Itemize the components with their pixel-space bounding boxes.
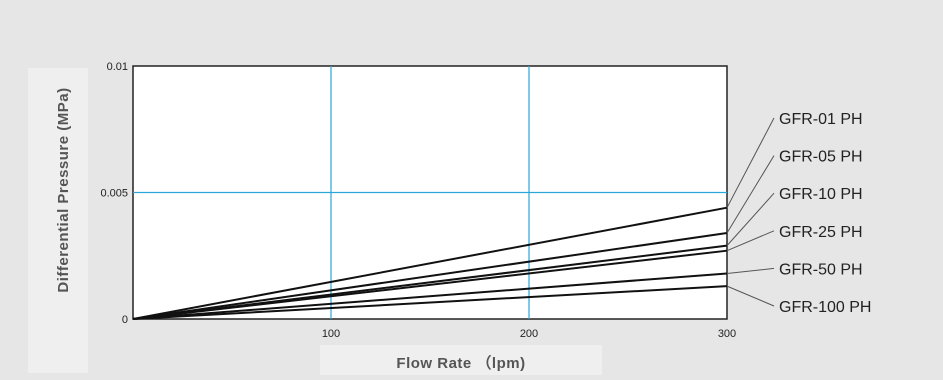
y-tick-labels: 0 0.005 0.01 <box>100 61 128 326</box>
x-tick-labels: 100 200 300 <box>322 328 736 340</box>
legend-leader-0 <box>726 117 775 208</box>
legend-label-2: GFR-10 PH <box>779 186 863 203</box>
legend-label-3: GFR-25 PH <box>779 224 863 241</box>
xlabel-panel <box>320 345 602 375</box>
legend-label-1: GFR-05 PH <box>779 149 863 166</box>
legend-label-4: GFR-50 PH <box>779 261 863 278</box>
y-tick-label-2: 0.01 <box>107 61 128 73</box>
x-tick-label-1: 200 <box>520 328 538 340</box>
series-line-0 <box>132 206 728 320</box>
y-tick-label-0: 0 <box>122 314 128 326</box>
series-line-4 <box>132 272 728 320</box>
grid-lines <box>133 66 727 319</box>
legend-leader-5 <box>726 285 775 307</box>
y-tick-label-1: 0.005 <box>100 188 128 200</box>
series-line-5 <box>132 285 728 320</box>
x-tick-label-0: 100 <box>322 328 340 340</box>
ylabel-panel <box>28 68 88 373</box>
legend-leader-2 <box>726 192 775 246</box>
x-tick-label-2: 300 <box>718 328 736 340</box>
legend-leader-3 <box>726 230 775 252</box>
legend: GFR-01 PH GFR-05 PH GFR-10 PH GFR-25 PH GFR-… <box>779 111 871 316</box>
legend-leader-lines <box>726 117 775 307</box>
legend-leader-1 <box>726 155 775 234</box>
x-axis-title: Flow Rate （lpm) <box>396 354 525 372</box>
legend-label-0: GFR-01 PH <box>779 111 863 128</box>
legend-leader-4 <box>726 267 775 274</box>
series-line-3 <box>132 249 728 320</box>
series-line-1 <box>132 231 728 320</box>
y-axis-title: Differential Pressure (MPa) <box>55 87 72 292</box>
series-lines <box>132 206 728 320</box>
legend-label-5: GFR-100 PH <box>779 299 871 316</box>
